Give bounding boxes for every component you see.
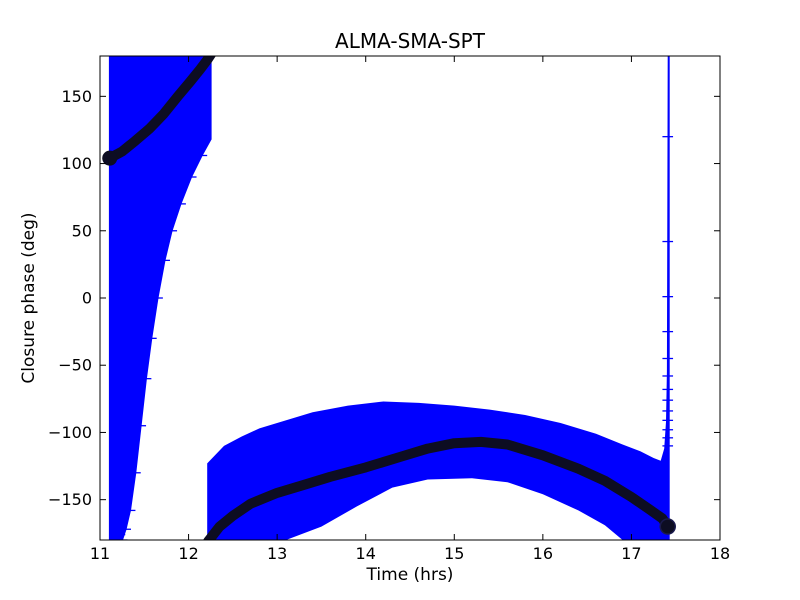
closure-phase-curve-lower: [203, 436, 673, 540]
x-tick-label: 15: [444, 544, 464, 563]
y-tick-label: −150: [48, 490, 92, 509]
last-data-point: [659, 518, 676, 535]
y-tick-label: −50: [58, 356, 92, 375]
tick-labels: 11 12 13 14 15 16 17 18 −150 −100 −50 0 50 100 150: [48, 87, 730, 563]
y-tick-label: 50: [72, 221, 92, 240]
tick-marks: [99, 56, 721, 540]
y-tick-label: 0: [82, 289, 92, 308]
x-tick-label: 16: [533, 544, 553, 563]
y-axis-label: Closure phase (deg): [19, 212, 39, 383]
x-tick-label: 18: [710, 544, 730, 563]
plot-title: ALMA-SMA-SPT: [335, 29, 486, 53]
x-tick-label: 17: [621, 544, 641, 563]
closure-phase-curve-upper: [104, 56, 216, 164]
y-tick-label: −100: [48, 423, 92, 442]
y-tick-label: 100: [61, 154, 92, 173]
upper-error-band: [108, 56, 212, 540]
x-axis-label: Time (hrs): [366, 565, 454, 585]
lower-error-band: [207, 56, 670, 540]
y-tick-label: 150: [61, 87, 92, 106]
first-data-point: [102, 150, 118, 166]
x-tick-label: 13: [267, 544, 287, 563]
x-tick-label: 12: [178, 544, 198, 563]
x-tick-label: 14: [356, 544, 376, 563]
x-tick-label: 11: [90, 544, 110, 563]
data-layers: [102, 56, 676, 540]
